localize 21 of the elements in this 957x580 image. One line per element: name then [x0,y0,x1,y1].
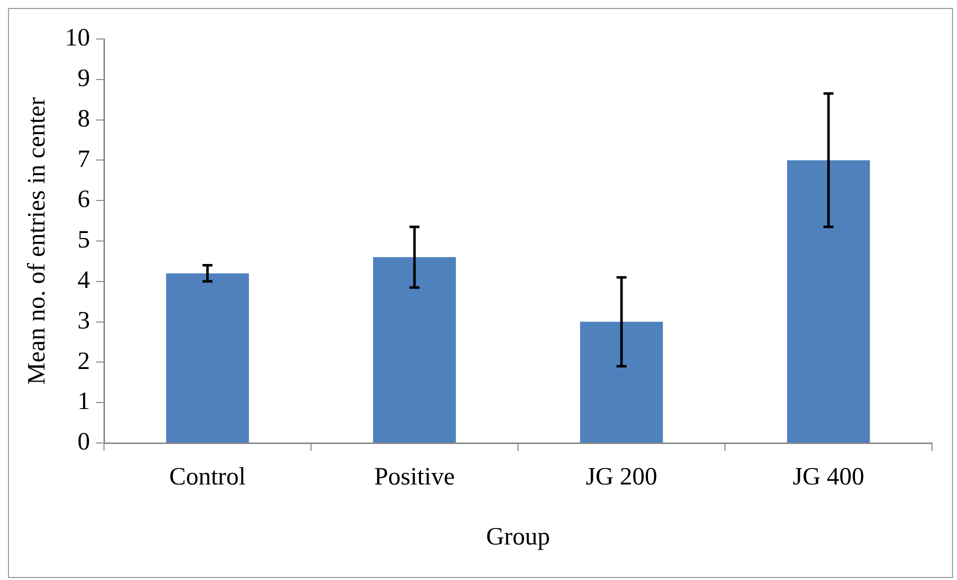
bar [166,273,249,442]
y-tick-label: 3 [78,307,90,334]
y-tick-label: 7 [78,146,90,173]
y-tick-label: 2 [78,348,90,375]
y-tick-label: 9 [78,64,90,92]
bar [373,257,456,442]
bar [787,160,870,442]
x-axis-title: Group [486,524,550,551]
y-tick-label: 4 [78,266,90,294]
y-tick-label: 10 [65,24,90,52]
y-axis-title: Mean no. of entries in center [24,96,51,385]
y-tick-label: 8 [78,105,90,132]
y-tick-label: 6 [78,186,90,214]
x-tick-label: Control [169,464,246,491]
x-tick-label: JG 400 [792,464,864,491]
bar [580,322,663,442]
y-tick-label: 0 [78,428,90,456]
x-tick-label: Positive [374,464,455,491]
y-tick-label: 5 [78,226,90,254]
y-tick-label: 1 [78,388,90,416]
x-tick-label: JG 200 [586,464,658,491]
